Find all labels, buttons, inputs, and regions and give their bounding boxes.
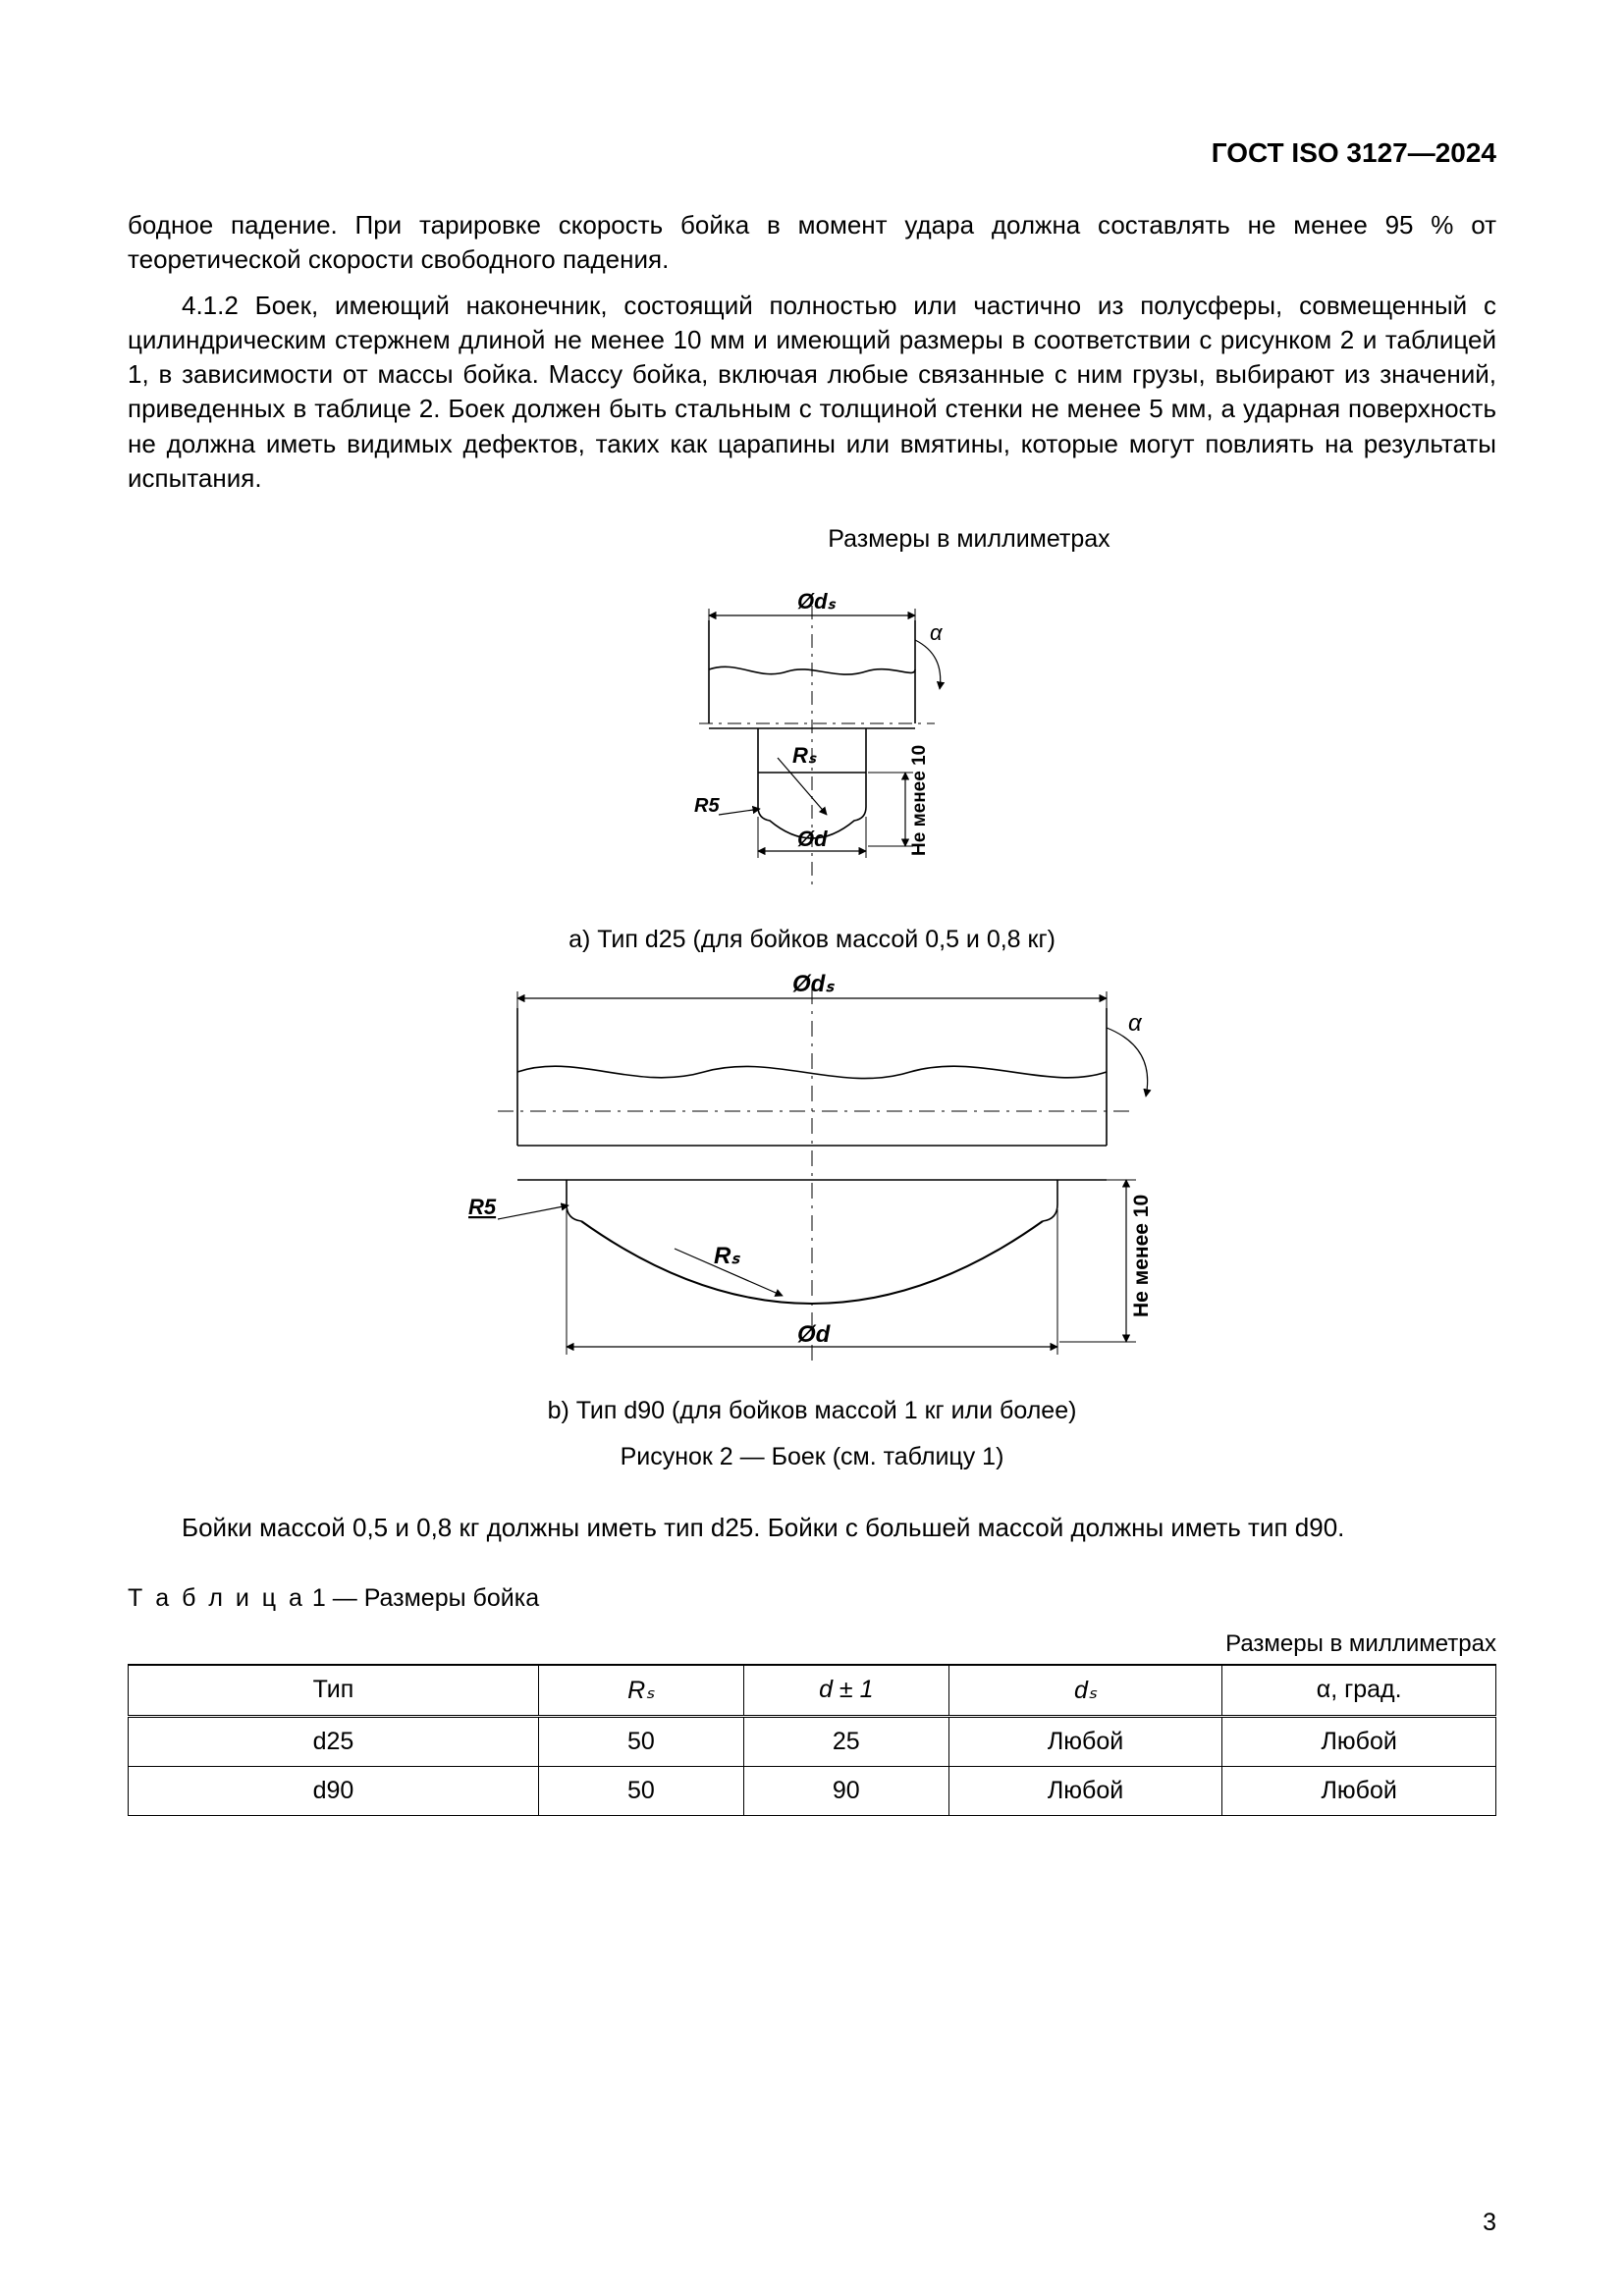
table-row: d25 50 25 Любой Любой — [129, 1716, 1496, 1766]
table-title-prefix: Т а б л и ц а — [128, 1584, 305, 1612]
figure-d90-svg: Ødₛ α Rₛ R5 Ød Не менее 10 — [380, 954, 1244, 1386]
table-header-row: Тип Rₛ d ± 1 dₛ α, град. — [129, 1665, 1496, 1717]
label-ds: Ødₛ — [797, 589, 837, 614]
page: ГОСТ ISO 3127—2024 бодное падение. При т… — [0, 0, 1624, 2296]
label-r5-a: R5 — [694, 795, 720, 817]
cell-alpha: Любой — [1222, 1766, 1496, 1815]
paragraph-4-1-2: 4.1.2 Боек, имеющий наконечник, состоящи… — [128, 289, 1496, 496]
label-min10-b: Не менее 10 — [1130, 1195, 1153, 1317]
cell-type: d25 — [129, 1716, 539, 1766]
col-type: Тип — [129, 1665, 539, 1717]
paragraph-note: Бойки массой 0,5 и 0,8 кг должны иметь т… — [128, 1511, 1496, 1545]
label-alpha-a: α — [930, 620, 944, 645]
col-ds: dₛ — [948, 1665, 1222, 1717]
label-min10-a: Не менее 10 — [909, 745, 930, 856]
standard-header: ГОСТ ISO 3127—2024 — [128, 137, 1496, 169]
figure-title: Рисунок 2 — Боек (см. таблицу 1) — [128, 1443, 1496, 1471]
cell-ds: Любой — [948, 1766, 1222, 1815]
cell-ds: Любой — [948, 1716, 1222, 1766]
figure-d25-svg: Ødₛ α Rₛ R5 Ød Не менее 10 — [601, 561, 1023, 915]
table-dim-note: Размеры в миллиметрах — [128, 1630, 1496, 1658]
figure-2: Размеры в миллиметрах — [128, 525, 1496, 1471]
dimension-note-top: Размеры в миллиметрах — [128, 525, 1496, 554]
col-alpha: α, град. — [1222, 1665, 1496, 1717]
label-r5-b: R5 — [468, 1195, 497, 1219]
paragraph-continuation: бодное падение. При тарировке скорость б… — [128, 208, 1496, 277]
label-d-b: Ød — [797, 1321, 832, 1348]
cell-rs: 50 — [538, 1766, 743, 1815]
table-row: d90 50 90 Любой Любой — [129, 1766, 1496, 1815]
figure-a-caption: a) Тип d25 (для бойков массой 0,5 и 0,8 … — [128, 926, 1496, 954]
cell-d: 25 — [743, 1716, 948, 1766]
dimensions-table: Тип Rₛ d ± 1 dₛ α, град. d25 50 25 Любой… — [128, 1664, 1496, 1816]
col-rs: Rₛ — [538, 1665, 743, 1717]
cell-rs: 50 — [538, 1716, 743, 1766]
table-title-rest: 1 — Размеры бойка — [305, 1584, 539, 1612]
page-number: 3 — [1483, 2209, 1496, 2237]
col-d: d ± 1 — [743, 1665, 948, 1717]
label-alpha-b: α — [1128, 1010, 1143, 1037]
cell-alpha: Любой — [1222, 1716, 1496, 1766]
label-d-a: Ød — [797, 827, 828, 851]
table-title: Т а б л и ц а 1 — Размеры бойка — [128, 1584, 1496, 1613]
cell-type: d90 — [129, 1766, 539, 1815]
figure-b-caption: b) Тип d90 (для бойков массой 1 кг или б… — [128, 1397, 1496, 1425]
label-rs-a: Rₛ — [792, 743, 817, 768]
label-ds-b: Ødₛ — [792, 971, 835, 997]
label-rs-b: Rₛ — [714, 1243, 740, 1269]
cell-d: 90 — [743, 1766, 948, 1815]
